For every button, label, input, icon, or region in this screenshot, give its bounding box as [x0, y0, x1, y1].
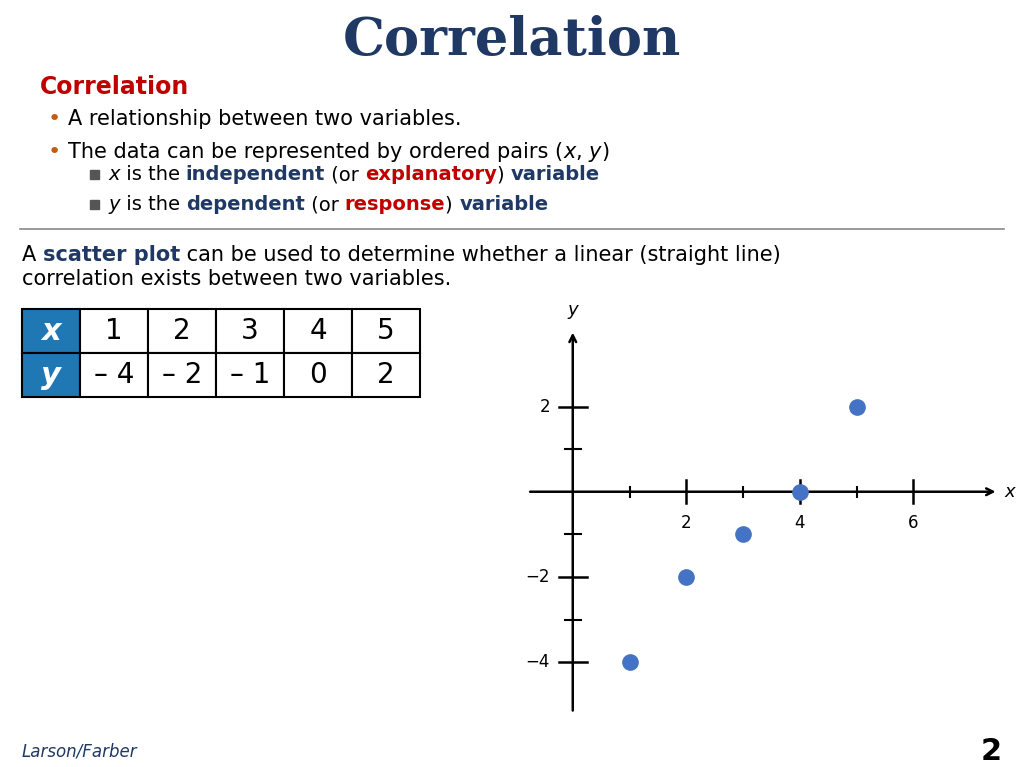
Text: 4: 4: [795, 514, 805, 532]
Text: 3: 3: [241, 317, 259, 345]
Text: correlation exists between two variables.: correlation exists between two variables…: [22, 269, 452, 289]
Text: explanatory: explanatory: [366, 166, 497, 185]
Bar: [352, 353, 420, 397]
Text: y: y: [108, 196, 120, 215]
Text: is the: is the: [120, 196, 185, 215]
Text: 4: 4: [309, 317, 327, 345]
Bar: [148, 353, 216, 397]
Text: The data can be represented by ordered pairs (: The data can be represented by ordered p…: [68, 142, 563, 162]
Text: 1: 1: [105, 317, 123, 345]
Text: variable: variable: [459, 196, 549, 215]
Bar: [216, 309, 284, 353]
Text: – 1: – 1: [229, 361, 270, 389]
Text: Correlation: Correlation: [343, 15, 681, 65]
Text: 2: 2: [377, 361, 395, 389]
Text: Larson/Farber: Larson/Farber: [22, 742, 137, 760]
Bar: [22, 309, 80, 353]
Text: •: •: [48, 109, 61, 129]
Text: ): ): [601, 142, 609, 162]
Text: 5: 5: [377, 317, 395, 345]
Text: ): ): [497, 166, 511, 185]
Text: can be used to determine whether a linear (straight line): can be used to determine whether a linea…: [180, 245, 781, 265]
Text: y: y: [589, 142, 601, 162]
Text: −4: −4: [525, 653, 550, 671]
Text: ,: ,: [575, 142, 589, 162]
Text: −2: −2: [525, 568, 550, 586]
Bar: [22, 353, 80, 397]
Text: x: x: [41, 317, 60, 345]
Text: 2: 2: [540, 397, 550, 416]
Text: (or: (or: [326, 166, 366, 185]
Text: 0: 0: [309, 361, 327, 389]
Text: x: x: [563, 142, 575, 162]
Text: A: A: [22, 245, 43, 265]
Bar: [80, 309, 148, 353]
Text: 6: 6: [908, 514, 919, 532]
Text: (or: (or: [304, 196, 345, 215]
Bar: [90, 200, 99, 209]
Text: 2: 2: [981, 736, 1002, 765]
Text: response: response: [345, 196, 445, 215]
Text: y: y: [567, 301, 579, 319]
Text: A relationship between two variables.: A relationship between two variables.: [68, 109, 462, 129]
Text: x: x: [1005, 482, 1015, 501]
Text: variable: variable: [511, 166, 600, 185]
Bar: [352, 309, 420, 353]
Bar: [90, 170, 99, 179]
Text: Correlation: Correlation: [40, 75, 189, 99]
Text: independent: independent: [185, 166, 326, 185]
Text: is the: is the: [120, 166, 185, 185]
Text: 2: 2: [173, 317, 190, 345]
Bar: [148, 309, 216, 353]
Bar: [80, 353, 148, 397]
Text: 2: 2: [681, 514, 691, 532]
Bar: [216, 353, 284, 397]
Bar: [284, 309, 352, 353]
Text: dependent: dependent: [185, 196, 304, 215]
Text: y: y: [41, 360, 61, 390]
Text: scatter plot: scatter plot: [43, 245, 180, 265]
Text: x: x: [108, 166, 120, 185]
Bar: [284, 353, 352, 397]
Text: •: •: [48, 142, 61, 162]
Text: ): ): [445, 196, 459, 215]
Text: – 4: – 4: [94, 361, 134, 389]
Text: – 2: – 2: [162, 361, 202, 389]
